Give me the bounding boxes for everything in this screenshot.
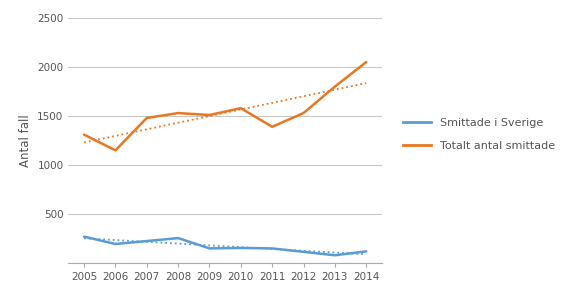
Legend: Smittade i Sverige, Totalt antal smittade: Smittade i Sverige, Totalt antal smittad… [399,113,560,156]
Y-axis label: Antal fall: Antal fall [19,114,32,167]
